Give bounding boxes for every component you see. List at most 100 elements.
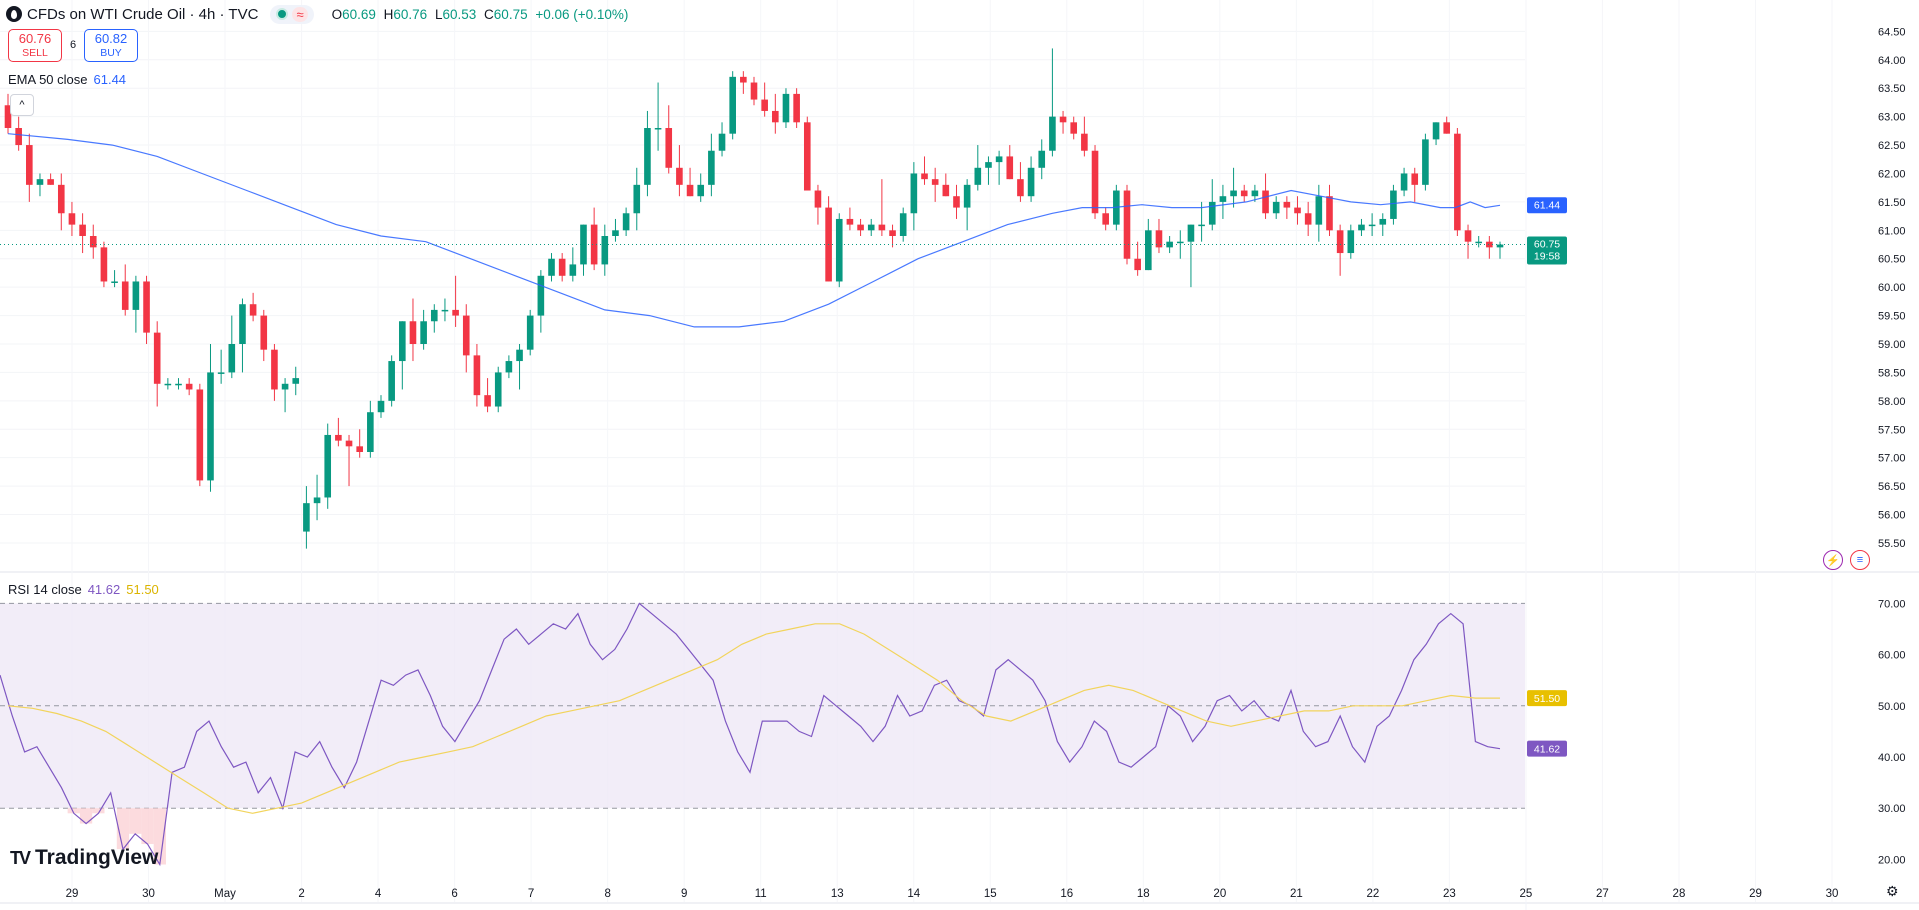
last-price-tag xyxy=(1527,236,1567,265)
candle-up xyxy=(1198,224,1205,227)
delay-wave-icon: ≈ xyxy=(292,6,308,22)
candle-down xyxy=(676,167,683,185)
time-tick-label: 30 xyxy=(1826,888,1839,900)
price-tick-label: 63.00 xyxy=(1878,112,1906,124)
candle-down xyxy=(686,184,694,197)
candle-up xyxy=(1049,116,1056,151)
candle-up xyxy=(1251,190,1259,197)
brand-name: TradingView xyxy=(35,846,159,869)
rsi-ma-legend-value: 51.50 xyxy=(126,582,159,597)
candle-down xyxy=(740,76,747,83)
buy-button[interactable]: 60.82 BUY xyxy=(84,29,138,62)
rsi-legend[interactable]: RSI 14 close 41.62 51.50 xyxy=(8,582,159,597)
lightning-icon[interactable]: ⚡ xyxy=(1823,550,1843,570)
buy-price: 60.82 xyxy=(94,30,128,46)
change-value: +0.06 (+0.10%) xyxy=(535,6,629,22)
ema-legend-value: 61.44 xyxy=(93,72,127,87)
candle-up xyxy=(1145,230,1152,271)
time-tick-label: 8 xyxy=(604,888,610,900)
collapse-chevron-icon[interactable]: ^ xyxy=(10,94,34,116)
candle-down xyxy=(953,196,960,208)
candle-up xyxy=(1027,167,1035,197)
candle-up xyxy=(697,184,705,197)
price-tick-label: 60.50 xyxy=(1878,254,1906,266)
candle-up xyxy=(303,503,310,532)
time-tick-label: 6 xyxy=(451,888,457,900)
sell-price: 60.76 xyxy=(18,30,52,46)
candle-down xyxy=(1102,213,1109,225)
time-tick-label: 13 xyxy=(831,888,844,900)
sell-button[interactable]: 60.76 SELL xyxy=(8,29,62,62)
candle-up xyxy=(910,173,918,214)
candle-down xyxy=(121,281,129,310)
candle-down xyxy=(1283,201,1291,208)
time-tick-label: 9 xyxy=(681,888,687,900)
price-tick-label: 57.50 xyxy=(1878,424,1906,436)
candle-down xyxy=(1155,230,1163,248)
rsi-tag-text: 41.62 xyxy=(1534,744,1560,756)
rsi-oversold-fill xyxy=(116,808,130,850)
candle-up xyxy=(36,179,44,185)
candle-down xyxy=(249,304,257,316)
price-tick-label: 60.00 xyxy=(1878,282,1906,294)
candle-down xyxy=(100,247,108,282)
candle-up xyxy=(207,372,214,481)
candle-up xyxy=(580,224,587,265)
time-tick-label: 2 xyxy=(298,888,304,900)
candle-up xyxy=(569,264,577,276)
spread-value: 6 xyxy=(70,39,77,51)
candle-up xyxy=(963,184,971,208)
candle-up xyxy=(377,400,385,413)
candle-down xyxy=(185,383,193,390)
candle-up xyxy=(729,76,736,134)
candle-down xyxy=(1262,190,1269,214)
rsi-tick-label: 20.00 xyxy=(1878,854,1906,866)
price-tick-label: 64.50 xyxy=(1878,26,1906,38)
candle-down xyxy=(1443,122,1451,134)
candle-down xyxy=(921,173,928,180)
candle-up xyxy=(388,361,395,401)
candle-up xyxy=(1358,224,1365,231)
time-tick-label: 27 xyxy=(1596,888,1609,900)
candle-down xyxy=(878,224,886,231)
time-tick-label: 28 xyxy=(1673,888,1686,900)
gear-icon[interactable]: ⚙ xyxy=(1886,883,1899,899)
candle-down xyxy=(846,218,854,225)
candle-down xyxy=(143,281,150,333)
time-tick-label: 7 xyxy=(528,888,534,900)
candle-down xyxy=(1006,156,1014,180)
candle-down xyxy=(335,434,342,441)
candle-up xyxy=(292,378,300,384)
candle-down xyxy=(1486,241,1493,248)
candle-down xyxy=(1240,190,1248,197)
candle-up xyxy=(175,383,182,386)
symbol-title[interactable]: CFDs on WTI Crude Oil · 4h · TVC xyxy=(27,5,259,23)
price-tick-label: 59.00 xyxy=(1878,339,1906,351)
candle-up xyxy=(1272,201,1280,214)
us-flag-icon[interactable]: ≡ xyxy=(1850,550,1870,570)
candle-up xyxy=(516,349,523,362)
time-tick-label: 21 xyxy=(1290,888,1303,900)
market-status[interactable]: ≈ xyxy=(270,4,314,24)
candle-down xyxy=(1059,116,1067,123)
candle-up xyxy=(622,213,630,231)
last-price-tag-text: 60.75 xyxy=(1534,239,1560,251)
candle-up xyxy=(281,383,289,390)
candle-down xyxy=(1454,133,1461,231)
rsi-ma-tag-text: 51.50 xyxy=(1534,693,1560,705)
ema-legend[interactable]: EMA 50 close 61.44 xyxy=(8,72,126,87)
candle-up xyxy=(1230,190,1237,197)
oil-drop-icon xyxy=(6,6,22,22)
candle-down xyxy=(665,128,673,168)
rsi-legend-label: RSI 14 close xyxy=(8,582,82,597)
candle-down xyxy=(1081,133,1088,151)
time-tick-label: 11 xyxy=(755,888,767,900)
candle-down xyxy=(484,395,491,407)
candle-up xyxy=(494,372,502,407)
ema-price-tag xyxy=(1527,197,1567,214)
candle-down xyxy=(1123,190,1131,259)
candle-up xyxy=(1400,173,1408,191)
candle-down xyxy=(750,82,758,100)
candle-down xyxy=(1070,122,1078,134)
